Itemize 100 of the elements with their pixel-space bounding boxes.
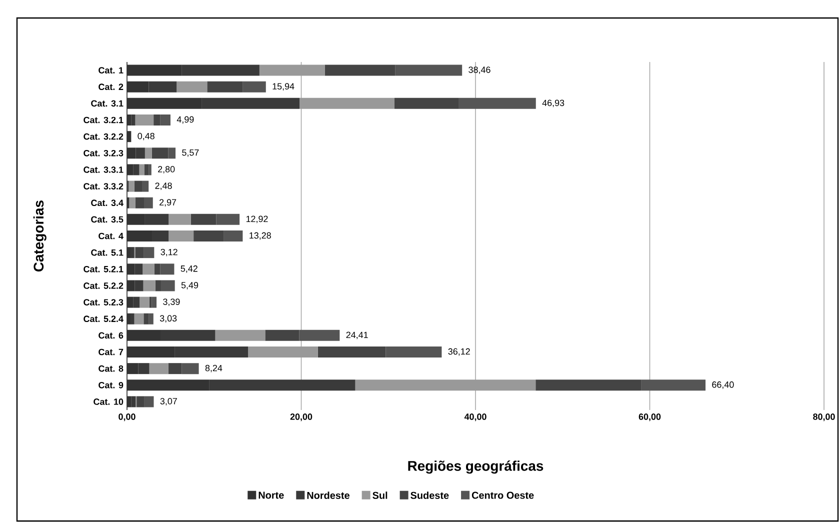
legend-label: Nordeste (307, 492, 350, 499)
bar (160, 280, 175, 292)
bar (160, 264, 174, 275)
total-label: 8,24 (205, 364, 222, 372)
bar (324, 64, 396, 76)
bar (168, 148, 176, 159)
bar (394, 98, 459, 109)
bar (135, 197, 144, 208)
total-label: 38,46 (468, 66, 490, 74)
bar (127, 114, 132, 126)
y-axis-title: Categorias (33, 200, 46, 272)
bar (224, 230, 243, 242)
bar (149, 363, 168, 374)
bar (299, 330, 340, 341)
total-label: 66,40 (712, 381, 734, 389)
total-label: 15,94 (272, 83, 294, 91)
total-label: 5,49 (181, 282, 198, 290)
bar (265, 330, 300, 341)
bar (128, 180, 134, 192)
bar (129, 197, 136, 208)
y-tick-label: Cat. 5.2.2 (84, 282, 124, 289)
x-tick-label: 60,00 (638, 414, 661, 422)
legend-label: Sul (372, 492, 388, 499)
bar (216, 214, 240, 225)
bar (148, 164, 152, 176)
bar (142, 264, 154, 275)
y-tick-label: Cat. 5.2.4 (84, 316, 124, 322)
y-tick-label: Cat. 7 (98, 348, 124, 356)
bar (144, 396, 154, 408)
bar (215, 330, 266, 341)
total-label: 0,48 (138, 132, 154, 140)
bar (168, 230, 194, 242)
bar (140, 296, 150, 308)
legend-label: Centro Oeste (472, 492, 534, 499)
bar (142, 180, 149, 192)
total-label: 3,03 (160, 315, 177, 323)
y-tick-label: Cat. 5.1 (91, 249, 124, 256)
y-tick-label: Cat. 3.2.3 (84, 150, 124, 156)
total-label: 12,92 (246, 216, 268, 224)
bar (143, 280, 156, 292)
bar (155, 280, 161, 292)
total-label: 13,28 (250, 232, 271, 240)
bar (641, 380, 706, 391)
total-label: 46,93 (542, 100, 564, 108)
x-tick-label: 20,00 (290, 414, 312, 422)
y-tick-label: Cat. 3.3.1 (84, 166, 124, 173)
bar (152, 148, 168, 159)
bar (386, 346, 442, 358)
bar (395, 64, 462, 76)
y-tick-label: Cat. 3.5 (91, 216, 124, 223)
total-label: 4,99 (176, 116, 194, 124)
y-tick-label: Cat. 6 (98, 332, 124, 339)
x-axis-title: Regiões geográficas (408, 460, 544, 474)
bar (168, 214, 191, 225)
bar (536, 380, 642, 391)
y-tick-label: Cat. 8 (98, 365, 124, 372)
bar (318, 346, 386, 358)
bar (355, 380, 536, 391)
bar (154, 114, 160, 126)
bar (135, 114, 154, 126)
y-tick-label: Cat. 9 (98, 382, 124, 388)
bar (168, 363, 182, 374)
total-label: 3,39 (163, 298, 180, 306)
total-label: 2,48 (155, 182, 172, 190)
bar (190, 214, 216, 225)
legend-label: Norte (258, 492, 284, 499)
bar (154, 264, 160, 275)
bar (259, 64, 325, 76)
total-label: 2,97 (160, 199, 176, 207)
total-label: 5,57 (182, 149, 199, 157)
x-tick-label: 80,00 (813, 414, 835, 422)
bar (134, 313, 144, 324)
y-tick-label: Cat. 3.1 (91, 100, 124, 107)
bar (458, 98, 536, 109)
bar (144, 148, 152, 159)
y-tick-label: Cat. 1 (98, 67, 124, 74)
total-label: 5,42 (180, 265, 198, 273)
bar (130, 313, 134, 324)
bar (127, 247, 130, 258)
bar (127, 313, 130, 324)
total-label: 36,12 (448, 348, 470, 356)
bar (144, 313, 149, 324)
bar (144, 197, 153, 208)
bar (144, 247, 154, 258)
y-tick-label: Cat. 5.2.3 (84, 299, 124, 306)
bar (194, 230, 224, 242)
y-tick-label: Cat. 3.4 (91, 200, 124, 206)
bar (134, 180, 142, 192)
y-tick-label: Cat. 4 (98, 232, 124, 240)
y-tick-label: Cat. 3.3.2 (84, 183, 124, 190)
bar (139, 164, 144, 176)
bar (207, 81, 243, 92)
bar (148, 313, 154, 324)
bar (176, 81, 208, 92)
bar (300, 98, 394, 109)
y-tick-label: Cat. 10 (94, 398, 124, 405)
bar (160, 114, 170, 126)
total-label: 24,41 (346, 332, 368, 340)
bar (182, 363, 199, 374)
y-tick-label: Cat. 3.2.2 (84, 133, 124, 140)
